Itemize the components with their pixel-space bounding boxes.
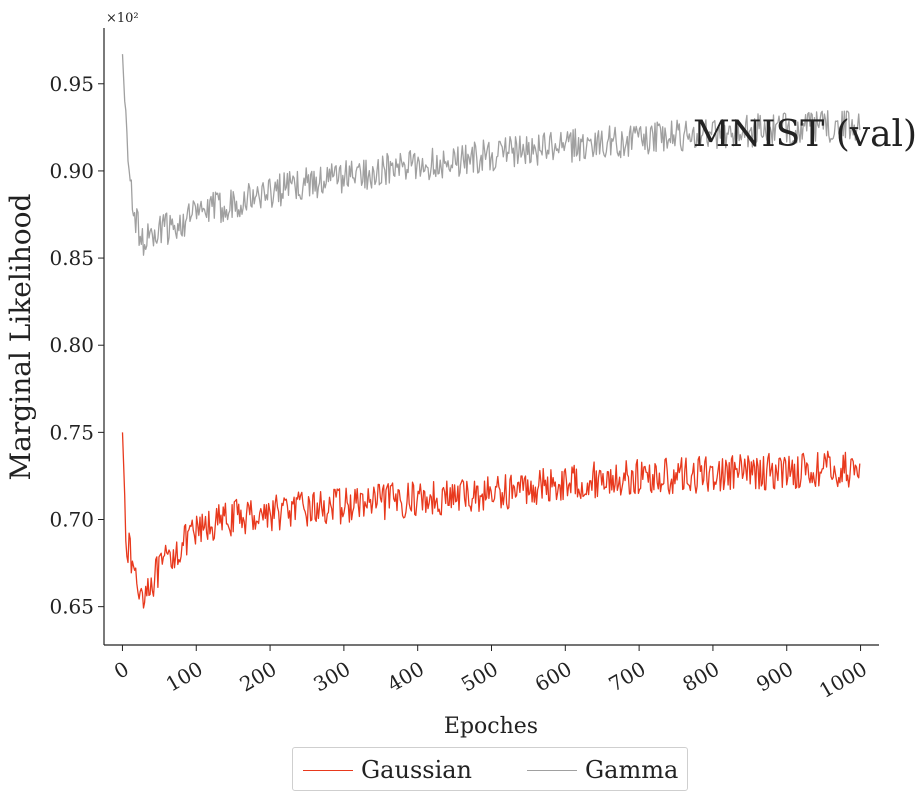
chart-title: MNIST (val) — [693, 114, 917, 155]
series-layer — [121, 54, 861, 609]
x-tick-label: 800 — [678, 657, 723, 697]
line-chart: 0 100 200 300 400 500 600 700 800 900 1000 0.65 0.70… — [4, 11, 917, 739]
x-tick-label: 700 — [605, 657, 650, 697]
legend-item-gamma: Gamma — [527, 748, 678, 792]
y-tick-label: 0.65 — [49, 595, 94, 619]
legend-label-gaussian: Gaussian — [361, 756, 473, 784]
x-tick-label: 200 — [236, 657, 281, 697]
y-tick-label: 0.90 — [49, 159, 94, 183]
x-tick-label: 500 — [457, 657, 502, 697]
y-tick-label: 0.75 — [49, 420, 94, 444]
x-tick-label: 0 — [110, 657, 133, 684]
series-line-gamma — [121, 54, 861, 256]
x-tick-label: 1000 — [815, 657, 871, 703]
y-tick-label: 0.95 — [49, 72, 94, 96]
y-tick-label: 0.85 — [49, 246, 94, 270]
x-tick-label: 300 — [309, 657, 354, 697]
y-axis-multiplier: ×10² — [106, 11, 139, 26]
x-tick-label: 600 — [531, 657, 576, 697]
x-axis-label: Epoches — [444, 714, 538, 739]
legend-item-gaussian: Gaussian — [303, 748, 472, 792]
series-line-gaussian — [121, 432, 861, 609]
legend-label-gamma: Gamma — [585, 756, 679, 784]
y-tick-label: 0.70 — [49, 508, 94, 532]
gaussian-swatch — [303, 769, 353, 771]
x-tick-label: 100 — [162, 657, 207, 697]
y-axis-label: Marginal Likelihood — [4, 193, 37, 480]
gamma-swatch — [527, 769, 577, 771]
x-tick-label: 900 — [752, 657, 797, 697]
legend: Gaussian Gamma — [292, 747, 688, 791]
y-tick-label: 0.80 — [49, 333, 94, 357]
x-tick-label: 400 — [383, 657, 428, 697]
